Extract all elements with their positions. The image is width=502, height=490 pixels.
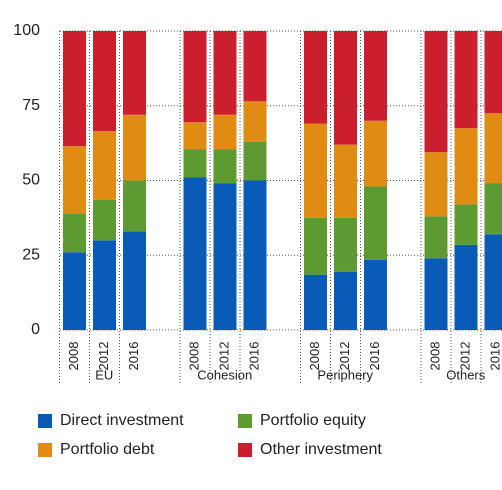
legend-swatch xyxy=(238,414,252,428)
bar-segment xyxy=(424,152,448,217)
legend-label: Portfolio equity xyxy=(260,412,366,429)
bar-segment xyxy=(334,31,357,145)
bar-segment xyxy=(424,31,448,153)
legend-swatch xyxy=(38,414,52,428)
bar-segment xyxy=(123,114,146,181)
bar-segment xyxy=(213,31,237,115)
bar-segment xyxy=(243,141,267,181)
x-tick-label: 2008 xyxy=(307,342,322,371)
legend-swatch xyxy=(238,443,252,457)
bar-segment xyxy=(304,31,327,124)
x-tick-label: 2012 xyxy=(337,342,352,371)
bar-segment xyxy=(484,31,502,114)
bar-segment xyxy=(63,252,86,330)
y-tick-label: 100 xyxy=(13,22,40,39)
bar-segment xyxy=(93,131,116,200)
y-tick-label: 0 xyxy=(31,321,40,338)
bar-segment xyxy=(183,177,207,330)
bar-segment xyxy=(213,183,237,330)
y-tick-label: 50 xyxy=(22,172,40,189)
bar-segment xyxy=(93,31,116,132)
bar-segment xyxy=(183,31,207,123)
x-tick-label: 2016 xyxy=(367,342,382,371)
legend-label: Portfolio debt xyxy=(60,441,155,458)
x-tick-label: 2012 xyxy=(457,342,472,371)
bar-segment xyxy=(364,120,387,187)
bar-segment xyxy=(304,123,327,218)
bar-segment xyxy=(334,271,357,330)
bar-segment xyxy=(123,180,146,232)
bar-segment xyxy=(364,259,387,330)
group-label: Cohesion xyxy=(197,367,252,382)
bar-segment xyxy=(364,31,387,121)
legend-label: Other investment xyxy=(260,441,382,458)
x-tick-label: 2016 xyxy=(487,342,502,371)
bar-segment xyxy=(364,186,387,260)
x-tick-label: 2008 xyxy=(427,342,442,371)
x-tick-label: 2016 xyxy=(246,342,261,371)
bar-segment xyxy=(123,31,146,115)
x-tick-label: 2012 xyxy=(216,342,231,371)
bar-segment xyxy=(334,144,357,218)
bar-segment xyxy=(243,180,267,330)
bar-segment xyxy=(123,231,146,330)
bar-segment xyxy=(183,122,207,150)
y-tick-label: 25 xyxy=(22,246,40,263)
bar-segment xyxy=(334,217,357,272)
x-tick-label: 2008 xyxy=(186,342,201,371)
bar-segment xyxy=(454,31,478,129)
x-tick-label: 2012 xyxy=(96,342,111,371)
group-label: EU xyxy=(95,367,113,382)
bar-segment xyxy=(243,101,267,142)
bar-segment xyxy=(93,199,116,241)
bar-segment xyxy=(454,244,478,330)
bar-segment xyxy=(213,114,237,150)
bar-segment xyxy=(304,217,327,275)
x-tick-label: 2008 xyxy=(66,342,81,371)
legend-swatch xyxy=(38,443,52,457)
bar-segment xyxy=(454,204,478,245)
bar-segment xyxy=(183,149,207,178)
bar-segment xyxy=(484,234,502,330)
bar-segment xyxy=(63,213,86,253)
bar-segment xyxy=(424,216,448,259)
bar-segment xyxy=(484,183,502,235)
bar-segment xyxy=(93,240,116,330)
bar-segment xyxy=(213,149,237,184)
bar-segment xyxy=(454,128,478,205)
legend-label: Direct investment xyxy=(60,412,184,429)
bar-segment xyxy=(63,31,86,147)
bar-segment xyxy=(304,274,327,330)
x-tick-label: 2016 xyxy=(126,342,141,371)
bar-segment xyxy=(63,146,86,214)
bar-segment xyxy=(243,31,267,102)
group-label: Others xyxy=(446,367,486,382)
bar-segment xyxy=(484,113,502,184)
bar-segment xyxy=(424,258,448,330)
y-tick-label: 75 xyxy=(22,97,40,114)
group-label: Periphery xyxy=(317,367,373,382)
